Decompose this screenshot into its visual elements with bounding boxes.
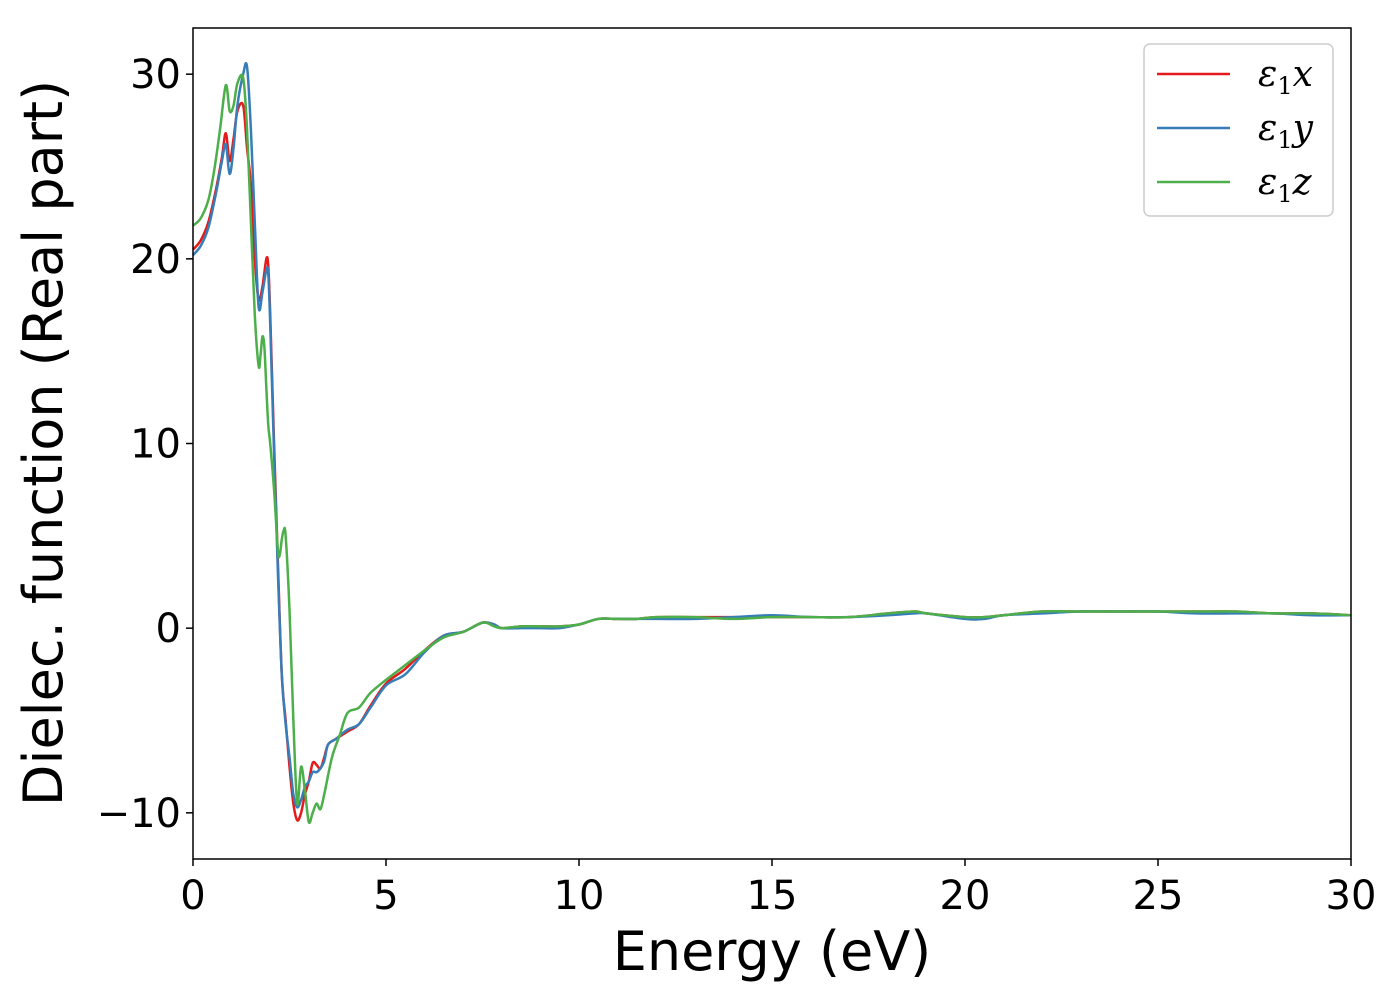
- legend: ε1x ε1y ε1z: [1143, 43, 1334, 217]
- y-tick-label: 10: [130, 422, 181, 468]
- x-tick-label: 5: [373, 873, 398, 919]
- x-tick-label: 0: [180, 873, 205, 919]
- series-lines: [192, 61, 1352, 825]
- legend-label-z: ε1z: [1258, 162, 1313, 208]
- y-tick-label: 20: [130, 237, 181, 283]
- x-axis-title: Energy (eV): [613, 920, 932, 983]
- series-line-z: [192, 73, 1352, 825]
- y-tick-label: −10: [97, 791, 181, 837]
- x-axis: 0 5 10 15 20 25 30: [180, 859, 1376, 919]
- legend-label-y: ε1y: [1258, 108, 1314, 154]
- y-tick-label: 30: [130, 52, 181, 98]
- x-tick-label: 10: [554, 873, 605, 919]
- legend-box: [1143, 43, 1334, 217]
- y-axis-title: Dielec. function (Real part): [12, 80, 75, 806]
- x-tick-label: 20: [940, 873, 991, 919]
- y-tick-label: 0: [156, 606, 181, 652]
- y-axis: −10 0 10 20 30: [97, 52, 193, 837]
- x-tick-label: 25: [1133, 873, 1184, 919]
- legend-label-x: ε1x: [1258, 54, 1313, 100]
- x-tick-label: 30: [1326, 873, 1377, 919]
- x-tick-label: 15: [747, 873, 798, 919]
